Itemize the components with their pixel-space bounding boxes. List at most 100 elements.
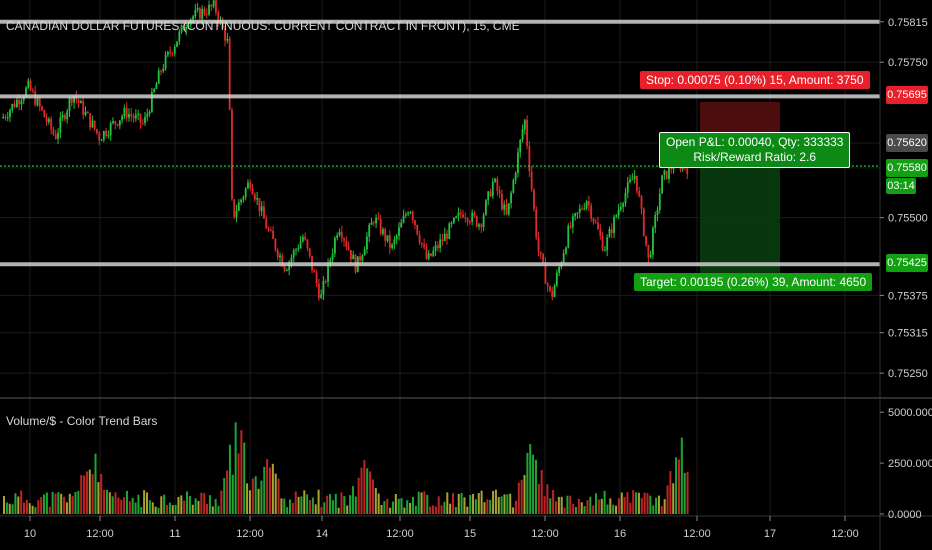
candle-body — [116, 123, 119, 126]
candle-body — [340, 231, 343, 239]
volume-bar — [291, 502, 294, 514]
volume-bar — [43, 494, 46, 514]
volume-bar — [432, 505, 434, 514]
volume-axis[interactable]: 5000.0000 2500.0000 0.0000 — [880, 407, 932, 521]
volume-bar — [125, 490, 128, 514]
stop-badge[interactable]: Stop: 0.00075 (0.10%) 15, Amount: 3750 — [640, 71, 870, 89]
volume-bar — [134, 502, 137, 514]
candle-body — [118, 120, 121, 126]
candle-body — [457, 212, 460, 217]
volume-bar — [363, 460, 366, 514]
price-axis[interactable]: 0.75815 0.75750 0.75500 0.75375 0.75315 0.752… — [880, 17, 928, 380]
volume-bar — [589, 496, 592, 514]
candle-body — [304, 236, 307, 240]
volume-bar — [243, 442, 246, 514]
candle-body — [73, 96, 75, 103]
candle-body — [52, 129, 55, 135]
candle-body — [235, 210, 238, 218]
candle-body — [608, 228, 611, 238]
volume-bar — [174, 504, 177, 514]
candle-body — [423, 244, 426, 248]
candle-body — [128, 114, 130, 118]
candle-body — [171, 53, 174, 55]
volume-bar — [268, 467, 271, 514]
candle-body — [141, 122, 144, 124]
volume-bar — [391, 501, 394, 514]
volume-bar — [63, 496, 66, 514]
candle-body — [519, 139, 522, 153]
candle-body — [603, 250, 606, 252]
candle-body — [372, 222, 375, 224]
volume-bar — [369, 471, 372, 514]
candle-body — [231, 109, 233, 200]
volume-bar — [523, 475, 526, 514]
volume-bar — [154, 506, 157, 514]
current-price-tag: 0.75580 — [886, 159, 928, 177]
candle-body — [345, 240, 348, 247]
volume-bar — [74, 491, 77, 514]
volume-bar — [526, 452, 529, 514]
candle-body — [102, 131, 105, 140]
candle-body — [350, 250, 352, 260]
candle-body — [196, 8, 199, 10]
candle-body — [333, 238, 336, 254]
candle-body — [208, 4, 210, 15]
volume-bar — [91, 474, 94, 514]
volume-bar — [437, 496, 440, 514]
price-tick-label: 0.75375 — [888, 290, 928, 302]
candle-body — [537, 237, 540, 252]
volume-bar — [552, 490, 555, 514]
candle-body — [489, 191, 492, 197]
candle-body — [521, 129, 524, 140]
volume-bar — [71, 496, 74, 514]
candle-body — [185, 27, 188, 31]
candle-body — [418, 234, 421, 243]
pnl-badge[interactable]: Open P&L: 0.00040, Qty: 333333 Risk/Rewa… — [659, 132, 851, 168]
volume-bar — [617, 498, 620, 514]
candle-body — [514, 173, 517, 181]
candle-body — [388, 235, 391, 248]
volume-bar — [603, 490, 606, 514]
volume-bar — [394, 493, 397, 514]
candle-body — [203, 8, 206, 14]
candle-body — [571, 216, 574, 228]
volume-bar — [409, 503, 412, 514]
volume-bar — [326, 495, 329, 514]
candle-body — [57, 132, 59, 139]
volume-bar — [148, 500, 151, 514]
time-tick-label: 12:00 — [86, 528, 114, 540]
volume-bar — [226, 470, 229, 514]
volume-bar — [486, 499, 489, 514]
volume-bar — [423, 491, 426, 514]
volume-bar — [183, 500, 186, 514]
candle-body — [182, 25, 185, 31]
candle-body — [452, 217, 455, 223]
volume-bar — [337, 507, 340, 514]
volume-bar — [303, 490, 306, 514]
candle-body — [553, 285, 556, 297]
volume-bar — [512, 507, 515, 514]
candle-body — [66, 111, 69, 120]
candle-body — [585, 201, 588, 209]
candle-body — [420, 242, 423, 245]
volume-bar — [28, 503, 31, 514]
volume-bar — [609, 498, 612, 514]
time-axis[interactable]: 10 12:00 11 12:00 14 12:00 15 12:00 16 12:00 17 12:… — [24, 516, 859, 540]
volume-bar — [140, 507, 143, 514]
candle-body — [384, 229, 387, 241]
candle-body — [226, 38, 229, 41]
candle-body — [201, 8, 204, 19]
target-badge[interactable]: Target: 0.00195 (0.26%) 39, Amount: 4650 — [634, 273, 873, 291]
volume-bar — [520, 479, 523, 514]
candle-body — [647, 244, 650, 258]
volume-bar — [320, 506, 323, 514]
volume-bar — [637, 492, 640, 514]
volume-bar — [600, 498, 603, 514]
candle-body — [240, 199, 243, 203]
volume-bar — [108, 492, 111, 514]
candle-body — [622, 203, 625, 207]
volume-bar — [506, 494, 509, 514]
volume-bar — [263, 466, 266, 514]
volume-bar — [240, 430, 243, 514]
candle-body — [359, 256, 361, 261]
